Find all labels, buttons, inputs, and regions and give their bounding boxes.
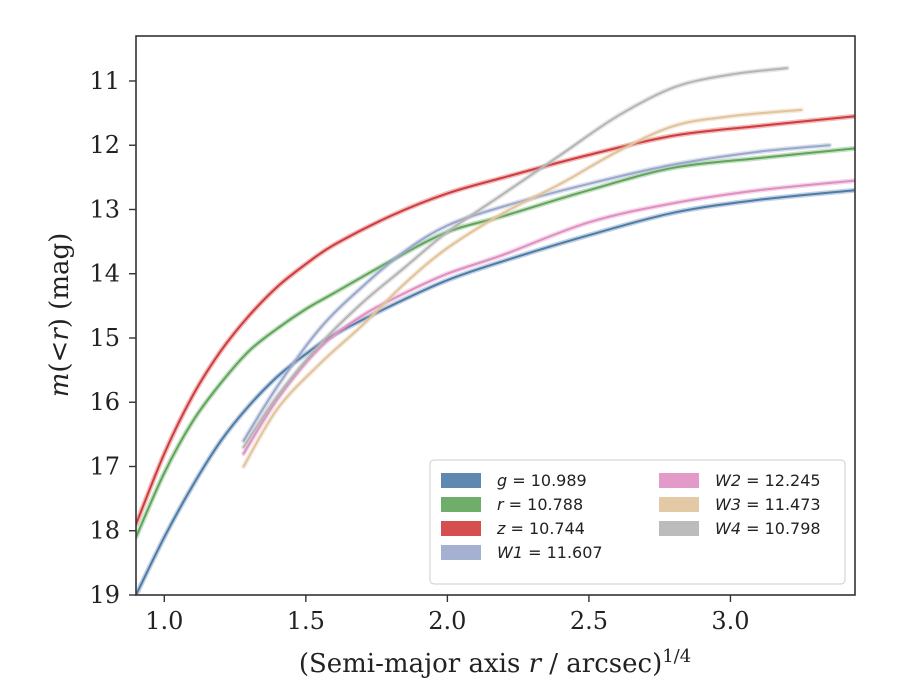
x-ticks: 1.0 1.5 2.0 2.5 3.0 (145, 595, 750, 635)
series-layer (136, 65, 855, 595)
legend-swatch-z (441, 521, 481, 536)
legend-swatch-w1 (441, 545, 481, 560)
legend-label-g: g = 10.989 (497, 471, 587, 490)
x-tick-label: 3.0 (711, 607, 749, 635)
y-tick-label: 17 (89, 452, 120, 480)
y-tick-label: 18 (89, 517, 120, 545)
legend-label-z: z = 10.744 (496, 519, 585, 538)
x-axis-label: (Semi-major axis r / arcsec)1/4 (299, 646, 691, 680)
y-tick-label: 12 (89, 131, 120, 159)
y-tick-label: 19 (89, 581, 120, 609)
series-w2-band (241, 178, 855, 457)
legend-swatch-r (441, 497, 481, 512)
series-g-line (136, 189, 855, 595)
series-w4-line (242, 67, 789, 449)
legend-swatch-g (441, 473, 481, 488)
y-axis-label: m(<r) (mag) (45, 233, 75, 398)
y-tick-label: 14 (89, 260, 120, 288)
x-tick-label: 2.5 (570, 607, 608, 635)
y-tick-label: 13 (89, 195, 120, 223)
series-w3-line (242, 108, 803, 468)
legend-label-w4: W4 = 10.798 (715, 519, 821, 538)
plot-frame (135, 35, 856, 596)
y-ticks: 11 12 13 14 15 16 17 18 19 (89, 67, 136, 609)
legend-label-w1: W1 = 11.607 (497, 543, 603, 562)
legend-swatch-w4 (659, 521, 699, 536)
x-tick-label: 1.5 (287, 607, 325, 635)
legend-box (429, 459, 846, 585)
series-z-line (136, 115, 855, 526)
y-tick-label: 11 (89, 67, 120, 95)
x-tick-label: 2.0 (428, 607, 466, 635)
y-tick-label: 15 (89, 324, 120, 352)
legend-label-w2: W2 = 12.245 (715, 471, 821, 490)
legend-label-w3: W3 = 11.473 (715, 495, 821, 514)
legend-label-r: r = 10.788 (497, 495, 583, 514)
series-w1-line (242, 144, 831, 442)
x-tick-label: 1.0 (145, 607, 183, 635)
legend: g = 10.989 r = 10.788 z = 10.744 W1 = 11.60… (429, 459, 846, 585)
series-w2-line (242, 179, 855, 455)
y-tick-label: 16 (89, 388, 120, 416)
legend-swatch-w2 (659, 473, 699, 488)
legend-swatch-w3 (659, 497, 699, 512)
series-r-line (136, 147, 855, 539)
